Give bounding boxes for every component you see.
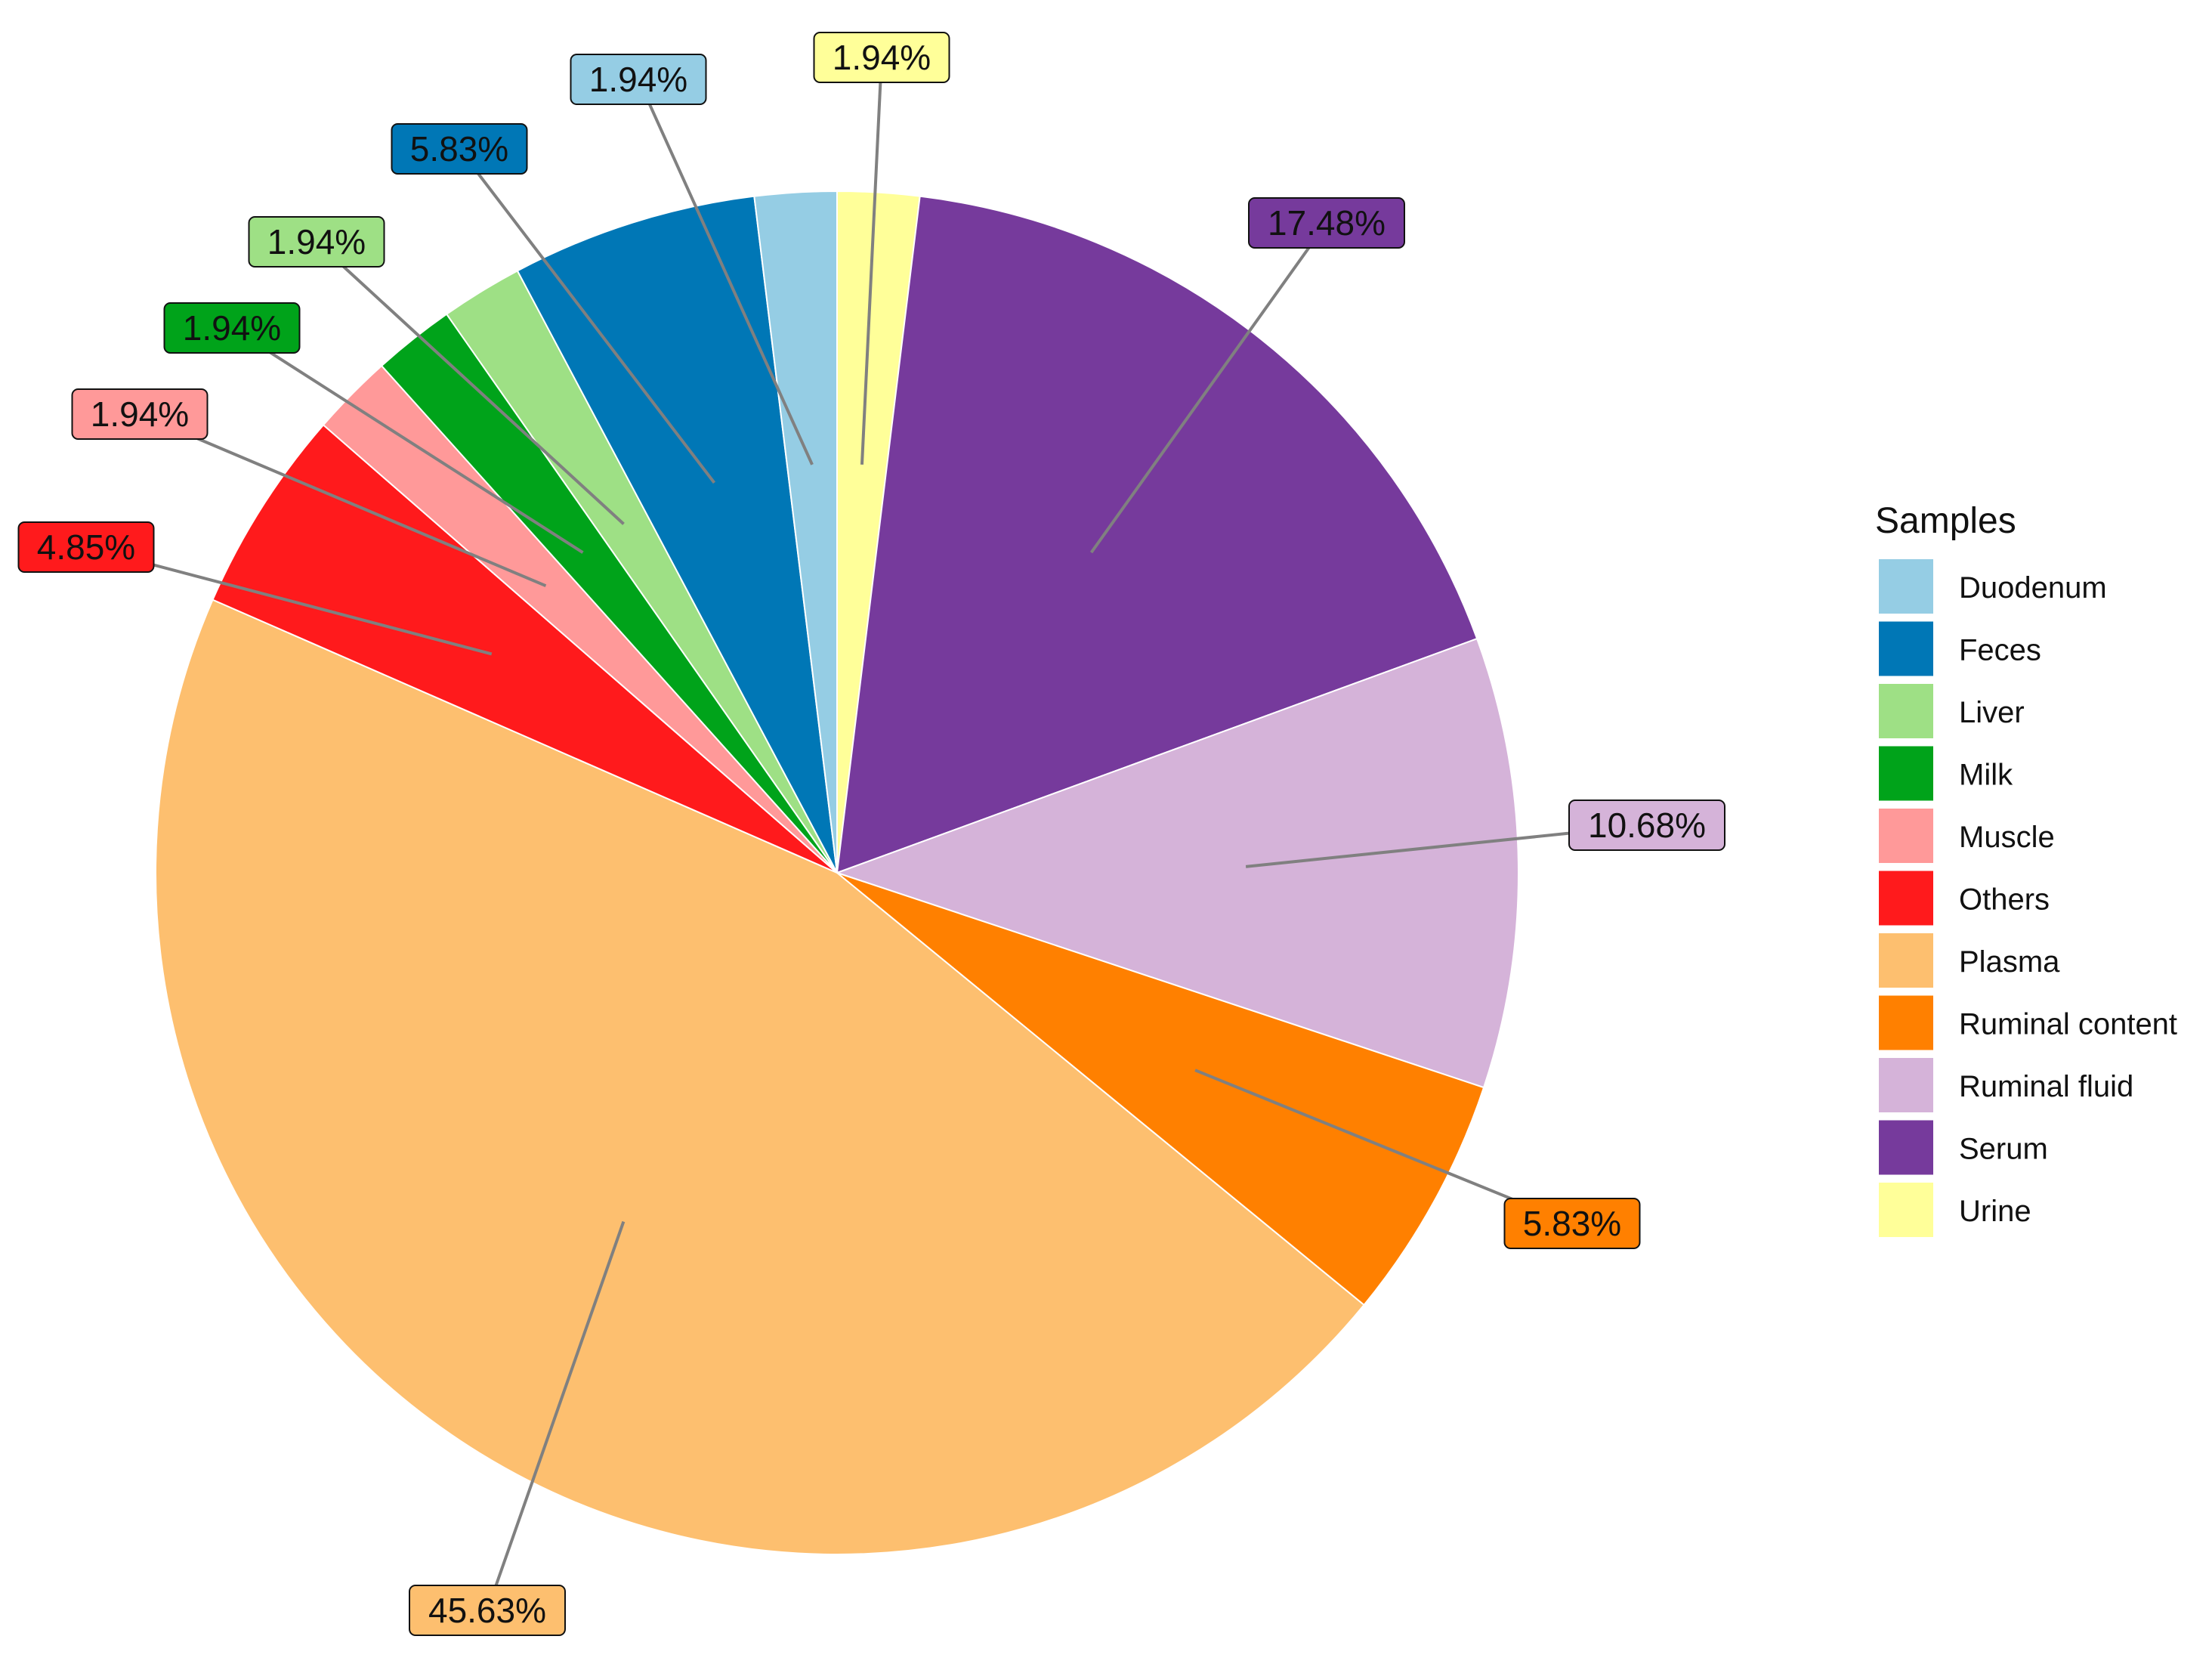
leader-line-liver [315, 240, 625, 525]
data-label-box [570, 54, 707, 105]
data-label-text: 1.94% [833, 38, 931, 77]
legend-item-serum: Serum [1879, 1120, 2048, 1175]
data-label-duodenum: 1.94% [570, 54, 707, 105]
data-label-text: 4.85% [37, 527, 135, 567]
data-labels-layer: 1.94% 17.48% 10.68% 5.83% 45.63% 4.85% 1.94% 1.… [17, 32, 1725, 1636]
data-label-milk: 1.94% [163, 302, 301, 354]
data-label-text: 1.94% [267, 222, 366, 261]
legend-item-ruminal-content: Ruminal content [1879, 995, 2177, 1050]
data-label-plasma: 45.63% [409, 1585, 566, 1636]
leader-line-muscle [139, 413, 547, 588]
data-label-box [813, 32, 950, 83]
legend-item-muscle: Muscle [1879, 809, 2055, 863]
pie-slice-ruminal-fluid [834, 637, 1519, 1089]
data-label-text: 10.68% [1588, 806, 1706, 845]
data-label-box [391, 123, 528, 175]
legend-item-urine: Urine [1879, 1183, 2031, 1237]
legend-swatch [1879, 933, 1933, 988]
legend-label: Liver [1959, 696, 2025, 729]
legend-label: Plasma [1959, 945, 2060, 979]
legend-swatch [1879, 746, 1933, 801]
pie-slice-plasma [154, 598, 1365, 1556]
leader-line-feces [458, 147, 716, 484]
legend-item-ruminal-fluid: Ruminal fluid [1879, 1058, 2133, 1112]
pie-slice-feces [516, 195, 838, 874]
data-label-text: 17.48% [1268, 203, 1386, 243]
legend-item-feces: Feces [1879, 621, 2041, 676]
data-label-box [1568, 800, 1725, 851]
pie-slice-others [212, 423, 838, 874]
pie-slice-duodenum [753, 190, 838, 874]
data-label-text: 45.63% [428, 1591, 546, 1630]
legend-label: Ruminal content [1959, 1008, 2177, 1041]
data-label-text: 5.83% [410, 129, 508, 169]
leader-line-duodenum [637, 79, 814, 465]
legend-item-duodenum: Duodenum [1879, 559, 2107, 614]
data-label-serum: 17.48% [1248, 197, 1405, 249]
leader-line-urine [860, 57, 883, 465]
legend-item-liver: Liver [1879, 684, 2025, 738]
data-label-text: 5.83% [1523, 1204, 1621, 1243]
data-label-others: 4.85% [17, 521, 155, 573]
data-label-text: 1.94% [183, 308, 281, 348]
legend-swatch [1879, 871, 1933, 926]
leader-line-plasma [486, 1220, 626, 1611]
data-label-box [17, 521, 155, 573]
data-label-ruminal-content: 5.83% [1503, 1198, 1641, 1249]
legend-swatch [1879, 1183, 1933, 1237]
legend-label: Ruminal fluid [1959, 1070, 2133, 1103]
pie-slice-ruminal-content [836, 872, 1485, 1307]
data-label-box [71, 388, 209, 440]
data-label-box [1248, 197, 1405, 249]
data-label-feces: 5.83% [391, 123, 528, 175]
data-label-muscle: 1.94% [71, 388, 209, 440]
legend-item-milk: Milk [1879, 746, 2013, 801]
legend-swatch [1879, 559, 1933, 614]
leader-line-serum [1089, 221, 1328, 554]
legend-label: Others [1959, 883, 2050, 917]
leader-line-milk [230, 326, 584, 554]
legend: Samples Duodenum Feces Liver Milk Muscle Othe… [1875, 501, 2177, 1237]
legend-label: Milk [1959, 759, 2013, 792]
legend-title: Samples [1875, 501, 2016, 541]
data-label-box [409, 1585, 566, 1636]
data-label-box [248, 216, 385, 268]
legend-swatch [1879, 809, 1933, 863]
data-label-box [163, 302, 301, 354]
legend-swatch [1879, 621, 1933, 676]
data-label-liver: 1.94% [248, 216, 385, 268]
legend-swatch [1879, 1058, 1933, 1112]
legend-label: Muscle [1959, 821, 2055, 854]
data-label-text: 1.94% [589, 60, 687, 99]
legend-label: Urine [1959, 1195, 2031, 1228]
data-label-urine: 1.94% [813, 32, 950, 83]
legend-swatch [1879, 684, 1933, 738]
data-label-ruminal-fluid: 10.68% [1568, 800, 1725, 851]
pie-slice-serum [836, 195, 1478, 874]
legend-label: Duodenum [1959, 571, 2107, 605]
legend-label: Serum [1959, 1133, 2048, 1166]
slices-layer [154, 190, 1519, 1556]
legend-item-others: Others [1879, 871, 2050, 926]
legend-swatch [1879, 1120, 1933, 1175]
legend-item-plasma: Plasma [1879, 933, 2060, 988]
legend-label: Feces [1959, 634, 2041, 667]
legend-swatch [1879, 995, 1933, 1050]
data-label-text: 1.94% [91, 394, 189, 434]
data-label-box [1503, 1198, 1641, 1249]
